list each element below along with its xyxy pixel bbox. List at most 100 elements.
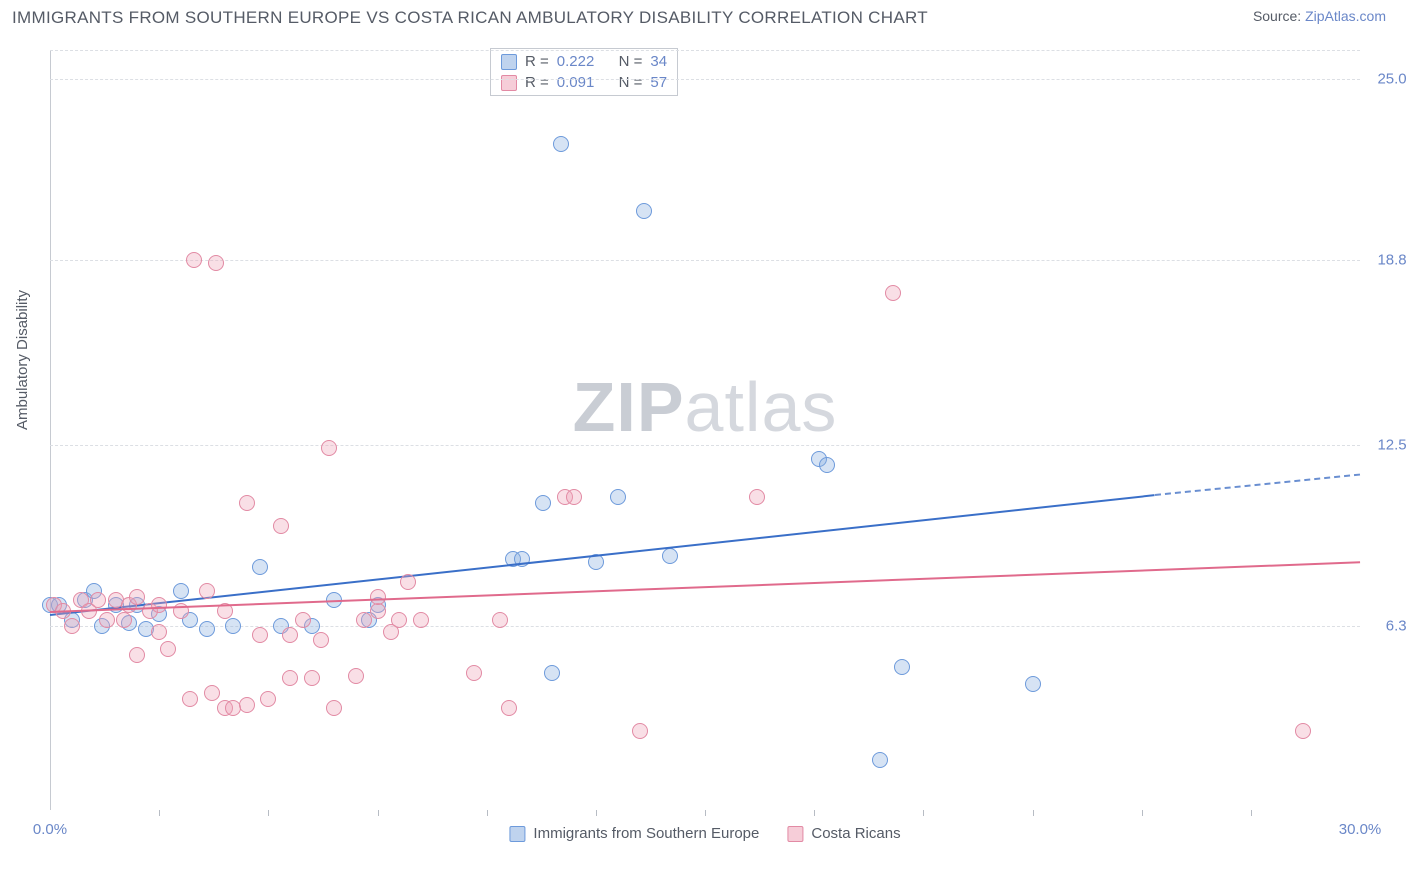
r-label: R = [525,53,549,70]
swatch-blue-icon [509,826,525,842]
data-point [173,583,189,599]
source-link[interactable]: ZipAtlas.com [1305,8,1386,24]
x-tick [378,810,379,816]
trend-line-extrapolated [1155,474,1360,496]
data-point [370,603,386,619]
x-tick [268,810,269,816]
n-value-se: 34 [650,53,667,70]
legend-row-se: R = 0.222 N = 34 [491,51,677,72]
x-tick [705,810,706,816]
y-tick-label: 25.0% [1366,71,1406,88]
data-point [204,685,220,701]
n-value-cr: 57 [650,74,667,91]
data-point [1295,723,1311,739]
gridline [50,626,1360,627]
data-point [400,574,416,590]
data-point [610,489,626,505]
data-point [239,697,255,713]
gridline [50,79,1360,80]
legend-label-cr: Costa Ricans [811,825,900,842]
x-tick [814,810,815,816]
swatch-pink-icon [787,826,803,842]
data-point [749,489,765,505]
legend-item-cr: Costa Ricans [787,825,900,842]
data-point [129,647,145,663]
y-tick-label: 18.8% [1366,252,1406,269]
data-point [466,665,482,681]
x-tick [159,810,160,816]
data-point [348,668,364,684]
source-attribution: Source: ZipAtlas.com [1253,8,1386,24]
data-point [544,665,560,681]
swatch-blue-icon [501,54,517,70]
gridline [50,445,1360,446]
r-value-cr: 0.091 [557,74,595,91]
y-axis-label: Ambulatory Disability [14,290,31,430]
data-point [99,612,115,628]
trend-line [50,494,1155,616]
data-point [304,670,320,686]
chart-area: ZIPatlas R = 0.222 N = 34 R = 0.091 N = … [50,50,1360,810]
data-point [282,670,298,686]
data-point [260,691,276,707]
gridline [50,260,1360,261]
x-tick [596,810,597,816]
chart-title: IMMIGRANTS FROM SOUTHERN EUROPE VS COSTA… [12,8,928,28]
r-label: R = [525,74,549,91]
data-point [370,589,386,605]
trend-line [50,562,1360,614]
data-point [1025,676,1041,692]
legend-item-se: Immigrants from Southern Europe [509,825,759,842]
x-tick [1142,810,1143,816]
data-point [566,489,582,505]
watermark-atlas: atlas [685,368,838,446]
data-point [885,285,901,301]
data-point [199,621,215,637]
data-point [225,618,241,634]
x-tick-label: 30.0% [1339,821,1382,838]
source-prefix: Source: [1253,8,1305,24]
watermark-zip: ZIP [573,368,685,446]
data-point [295,612,311,628]
data-point [64,618,80,634]
data-point [326,700,342,716]
data-point [535,495,551,511]
data-point [553,136,569,152]
data-point [894,659,910,675]
data-point [313,632,329,648]
data-point [636,203,652,219]
data-point [90,592,106,608]
legend-row-cr: R = 0.091 N = 57 [491,72,677,93]
data-point [199,583,215,599]
x-tick-label: 0.0% [33,821,67,838]
legend-label-se: Immigrants from Southern Europe [533,825,759,842]
data-point [662,548,678,564]
n-label: N = [619,53,643,70]
y-tick-label: 6.3% [1366,617,1406,634]
swatch-pink-icon [501,75,517,91]
data-point [282,627,298,643]
r-value-se: 0.222 [557,53,595,70]
data-point [391,612,407,628]
data-point [492,612,508,628]
y-axis-line [50,50,51,810]
data-point [872,752,888,768]
data-point [632,723,648,739]
x-tick [1251,810,1252,816]
watermark: ZIPatlas [573,367,838,447]
data-point [252,627,268,643]
plot-region: ZIPatlas R = 0.222 N = 34 R = 0.091 N = … [50,50,1360,810]
x-tick [1033,810,1034,816]
data-point [182,691,198,707]
gridline [50,50,1360,51]
data-point [819,457,835,473]
y-tick-label: 12.5% [1366,436,1406,453]
correlation-legend: R = 0.222 N = 34 R = 0.091 N = 57 [490,48,678,96]
n-label: N = [619,74,643,91]
data-point [273,518,289,534]
data-point [129,589,145,605]
data-point [501,700,517,716]
data-point [413,612,429,628]
data-point [208,255,224,271]
data-point [160,641,176,657]
